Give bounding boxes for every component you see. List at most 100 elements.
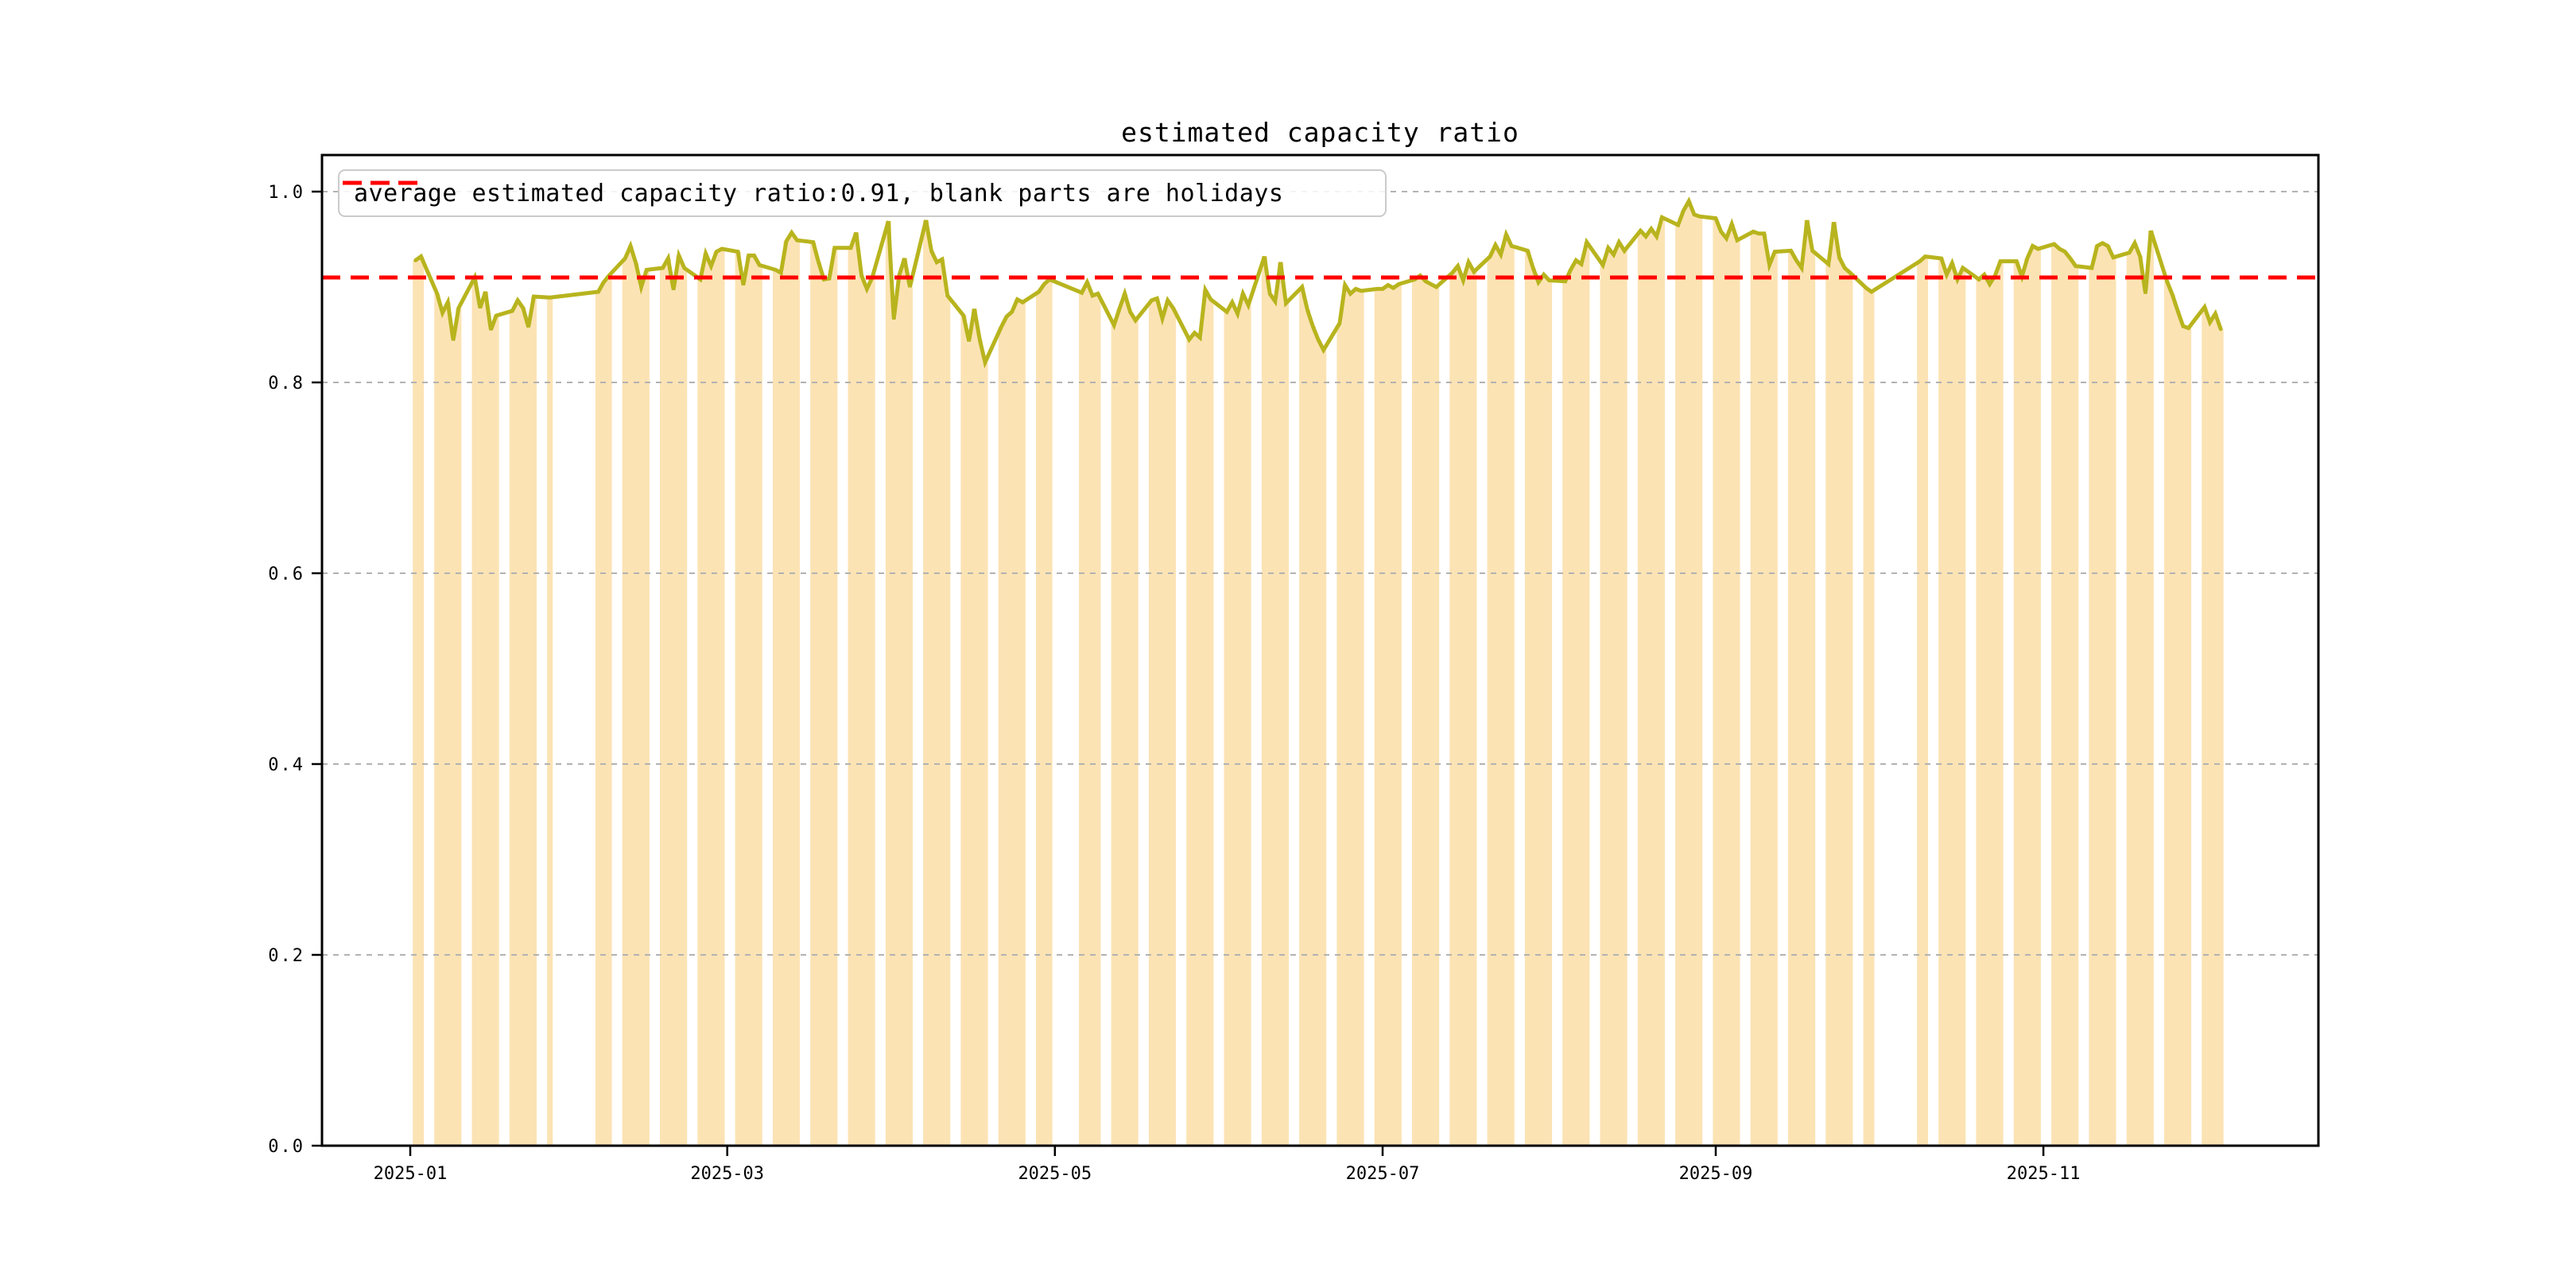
workday-bar: [547, 297, 553, 1146]
workday-bar: [2142, 293, 2149, 1146]
workday-bar: [444, 302, 451, 1146]
legend-label: average estimated capacity ratio:0.91, b…: [354, 179, 1284, 208]
workday-bar: [902, 258, 908, 1146]
workday-bar: [2180, 326, 2186, 1146]
workday-bar: [520, 308, 526, 1146]
workday-bar: [487, 330, 494, 1146]
workday-bar: [1498, 254, 1504, 1146]
workday-bar: [1697, 216, 1703, 1146]
workday-bar: [923, 220, 929, 1146]
workday-bar: [2163, 281, 2171, 1146]
workday-bar: [1680, 211, 1686, 1146]
x-tick-label: 2025-05: [1018, 1164, 1092, 1184]
workday-bar: [1675, 225, 1682, 1146]
workday-bar: [1390, 288, 1397, 1146]
workday-bar: [1750, 231, 1756, 1146]
workday-bar: [1648, 228, 1655, 1146]
workday-bar: [890, 319, 897, 1146]
legend: average estimated capacity ratio:0.91, b…: [338, 169, 1387, 217]
y-tick-label: 0.2: [268, 946, 305, 966]
workday-bar: [1728, 223, 1735, 1146]
workday-bar: [456, 308, 462, 1146]
workday-bar: [1798, 268, 1805, 1146]
workday-bar: [2105, 246, 2111, 1146]
workday-bar: [1535, 282, 1542, 1146]
workday-bar: [2174, 311, 2181, 1146]
workday-bar: [1954, 279, 1961, 1146]
workday-bar: [1235, 313, 1241, 1146]
chart-title: estimated capacity ratio: [1121, 117, 1519, 148]
workday-bar: [2202, 307, 2208, 1146]
workday-bar: [1132, 320, 1139, 1146]
workday-bar: [595, 292, 602, 1146]
workday-bar: [708, 266, 714, 1146]
workday-bar: [1917, 261, 1923, 1146]
y-tick-label: 0.4: [268, 755, 305, 775]
workday-bar: [1868, 292, 1875, 1146]
workday-bars: [413, 201, 2224, 1146]
workday-bar: [1122, 293, 1128, 1146]
workday-bar: [960, 316, 967, 1146]
x-tick-label: 2025-09: [1679, 1164, 1753, 1184]
workday-bar: [863, 289, 870, 1146]
workday-bar: [971, 308, 978, 1146]
workday-bar: [1691, 214, 1697, 1146]
workday-bar: [1019, 302, 1026, 1146]
workday-bar: [1417, 275, 1423, 1146]
workday-bar: [1127, 312, 1134, 1146]
capacity-ratio-line: [413, 196, 2223, 369]
y-tick-label: 0.8: [268, 374, 305, 394]
workday-bar: [2207, 322, 2213, 1146]
workday-bar: [869, 277, 875, 1146]
workday-bar: [1949, 263, 1955, 1146]
workday-bar: [493, 316, 499, 1146]
workday-bar: [1449, 273, 1456, 1146]
workday-bar: [939, 259, 945, 1146]
workday-bar: [1272, 301, 1278, 1146]
workday-bar: [2169, 294, 2175, 1146]
workday-bar: [1046, 279, 1053, 1146]
workday-bar: [1508, 246, 1515, 1146]
workday-bar: [1278, 262, 1284, 1146]
workday-bar: [2132, 242, 2138, 1146]
workday-bar: [783, 241, 789, 1146]
workday-bar: [1304, 309, 1310, 1146]
workday-bar: [439, 312, 446, 1146]
workday-bar: [1943, 274, 1950, 1146]
workday-bar: [1202, 289, 1208, 1146]
workday-bar: [1261, 256, 1267, 1146]
workday-bar: [1621, 250, 1627, 1146]
workday-bar: [2110, 257, 2116, 1146]
x-tick-label: 2025-07: [1346, 1164, 1420, 1184]
workday-bar: [483, 292, 489, 1146]
axes-frame: [320, 153, 2320, 1147]
workday-bar: [1562, 281, 1569, 1146]
x-tick-label: 2025-01: [374, 1164, 448, 1184]
workday-bar: [896, 275, 902, 1146]
workday-bar: [906, 287, 913, 1146]
workday-bar: [643, 270, 650, 1146]
workday-bar: [1755, 233, 1762, 1146]
workday-bar: [928, 250, 935, 1146]
workday-bar: [1938, 258, 1945, 1146]
capacity-ratio-polyline: [413, 196, 2223, 369]
workday-bar: [1095, 293, 1101, 1146]
workday-bar: [1347, 293, 1354, 1146]
workday-bar: [1610, 254, 1617, 1146]
workday-bar: [1428, 284, 1434, 1146]
workday-bar: [1686, 201, 1692, 1146]
workday-bar: [1718, 231, 1724, 1146]
workday-bar: [1208, 299, 1214, 1146]
workday-bar: [1530, 268, 1536, 1146]
workday-bar: [740, 285, 747, 1146]
workday-bar: [826, 278, 832, 1146]
workday-bar: [1186, 339, 1193, 1146]
workday-bar: [1584, 242, 1590, 1146]
workday-bar: [1460, 280, 1466, 1146]
workday-bar: [413, 260, 419, 1146]
workday-bar: [1863, 288, 1869, 1146]
workday-bar: [1836, 257, 1842, 1146]
workday-bar: [2147, 231, 2154, 1146]
workday-bar: [1170, 308, 1177, 1146]
